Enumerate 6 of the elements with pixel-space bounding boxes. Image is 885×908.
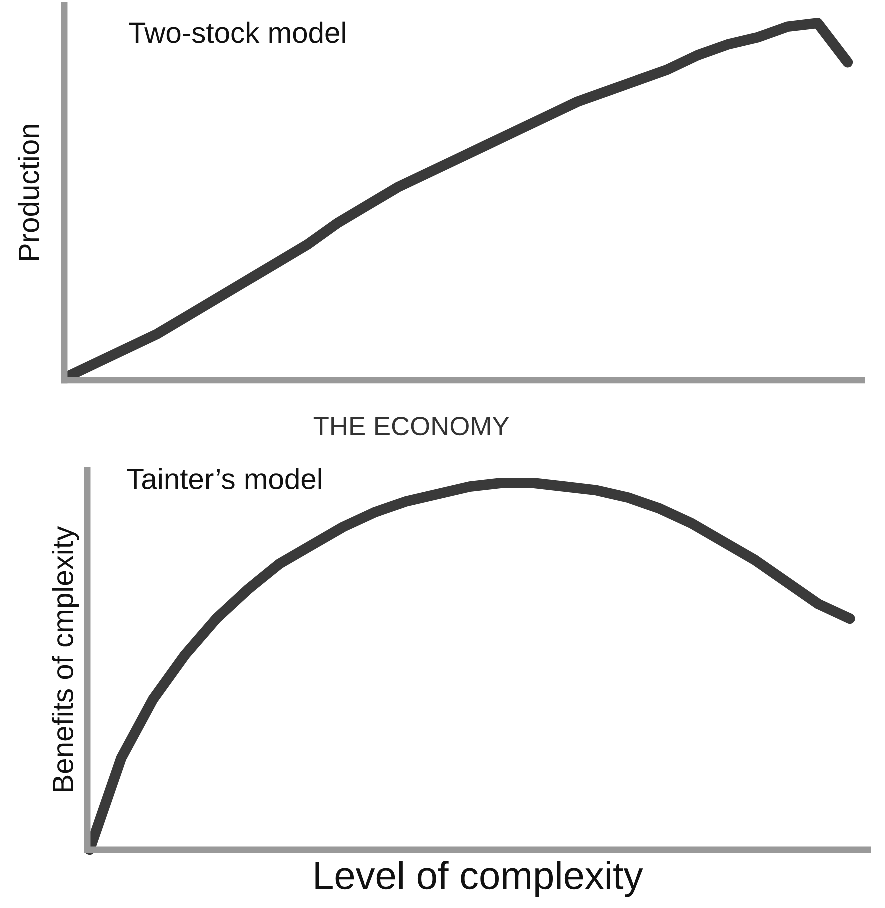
chart-title: Tainter’s model [127, 468, 322, 490]
text: THE ECONOMY [314, 416, 510, 436]
y-axis-title: Benefits of cmplexity [52, 526, 80, 792]
x-axis-title: Level of complexity [316, 861, 644, 898]
chart-title: Two-stock model [129, 22, 346, 44]
y-axis-title: Production [18, 125, 40, 260]
